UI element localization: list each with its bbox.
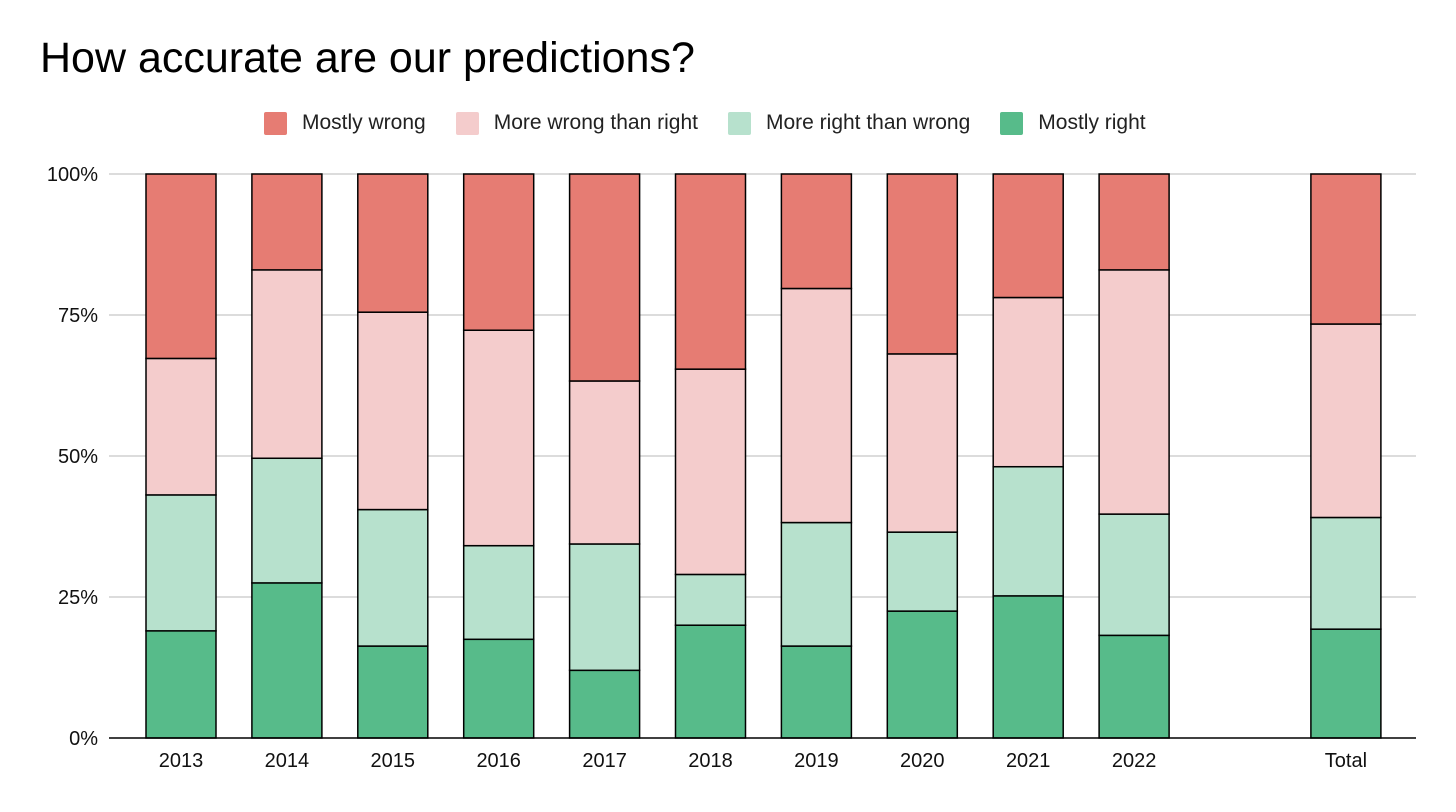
bar-segment-2017-more-right-than-wrong [568,543,641,672]
bar-segment-2016-mostly-right [462,638,535,739]
legend-label-mostly-right: Mostly right [1038,111,1146,134]
bar-segment-2018-mostly-wrong [674,173,747,370]
bar-segment-2018-more-right-than-wrong [674,573,747,626]
bar-segment-2016-mostly-wrong [462,173,535,331]
y-tick-label: 100% [47,164,98,186]
legend-item-mostly-wrong: Mostly wrong [264,111,426,135]
bar-segment-2020-more-right-than-wrong [886,531,959,612]
legend-label-mostly-wrong: Mostly wrong [302,111,426,134]
bar-segment-2015-more-wrong-than-right [357,311,429,511]
bar-segment-2015-mostly-right [357,645,429,739]
bar-segment-total-more-right-than-wrong [1310,516,1382,630]
bar-segment-2020-more-wrong-than-right [886,353,959,533]
x-tick-label-2016: 2016 [476,750,521,772]
legend-label-more-wrong-than-right: More wrong than right [493,111,698,134]
y-tick-label: 0% [69,728,98,750]
legend-swatch-more-wrong-than-right [455,111,479,135]
bar-segment-2022-more-wrong-than-right [1098,269,1170,515]
bar-segment-2018-mostly-right [674,624,747,739]
bar-segment-2015-mostly-wrong [357,173,429,313]
y-tick-label: 25% [58,587,98,609]
bar-segment-2019-mostly-right [780,645,853,739]
y-tick-label: 50% [58,446,98,468]
bar-segment-2022-more-right-than-wrong [1098,513,1170,637]
y-tick-label: 75% [58,305,98,327]
bar-segment-2014-more-wrong-than-right [251,269,323,460]
legend-label-more-right-than-wrong: More right than wrong [765,111,971,134]
legend-item-more-right-than-wrong: More right than wrong [727,111,971,135]
bar-segment-2019-more-wrong-than-right [780,287,853,524]
legend-swatch-mostly-right [1000,111,1024,135]
bar-segment-2021-mostly-right [992,595,1064,739]
x-tick-label-2015: 2015 [371,750,416,772]
bar-segment-2013-more-right-than-wrong [145,494,217,632]
bar-segment-2018-more-wrong-than-right [674,368,747,576]
bar-segment-2020-mostly-right [886,610,959,739]
legend-swatch-mostly-wrong [264,111,287,135]
bar-segment-2013-mostly-wrong [145,173,217,360]
x-tick-label-2018: 2018 [688,750,733,772]
bar-segment-total-mostly-right [1310,628,1382,739]
x-tick-label-2013: 2013 [159,750,204,772]
bar-segment-2016-more-wrong-than-right [462,329,535,547]
legend-swatch-more-right-than-wrong [727,111,751,135]
x-tick-label-2019: 2019 [794,750,839,772]
bar-segment-2016-more-right-than-wrong [462,544,535,641]
bar-segment-total-more-wrong-than-right [1310,323,1382,519]
bar-segment-2017-mostly-wrong [568,173,641,382]
bar-segment-2014-mostly-wrong [251,173,323,271]
x-tick-label-2020: 2020 [900,750,945,772]
bar-segment-2019-mostly-wrong [780,173,853,290]
bar-segment-2021-mostly-wrong [992,173,1064,299]
legend-item-mostly-right: Mostly right [1000,111,1146,135]
bar-segment-total-mostly-wrong [1310,173,1382,325]
chart-legend: Mostly wrong More wrong than right More … [264,110,1176,136]
x-tick-label-2022: 2022 [1112,750,1157,772]
bar-segment-2019-more-right-than-wrong [780,521,853,647]
bar-segment-2017-more-wrong-than-right [568,380,641,545]
bar-segment-2022-mostly-right [1098,634,1170,739]
bar-segment-2022-mostly-wrong [1098,173,1170,271]
x-tick-label-2014: 2014 [265,750,310,772]
bar-segment-2014-more-right-than-wrong [251,457,323,584]
bar-segment-2020-mostly-wrong [886,173,959,355]
legend-item-more-wrong-than-right: More wrong than right [455,111,698,135]
chart-title: How accurate are our predictions? [40,34,695,82]
bar-segment-2017-mostly-right [568,669,641,739]
bar-segment-2014-mostly-right [251,582,323,739]
bar-segment-2021-more-wrong-than-right [992,296,1064,468]
x-tick-label-2021: 2021 [1006,750,1051,772]
x-tick-label-2017: 2017 [582,750,627,772]
bar-segment-2015-more-right-than-wrong [357,508,429,647]
bar-segment-2013-more-wrong-than-right [145,357,217,496]
bar-segment-2013-mostly-right [145,630,217,739]
x-tick-label-total: Total [1325,750,1367,772]
bar-segment-2021-more-right-than-wrong [992,465,1064,597]
